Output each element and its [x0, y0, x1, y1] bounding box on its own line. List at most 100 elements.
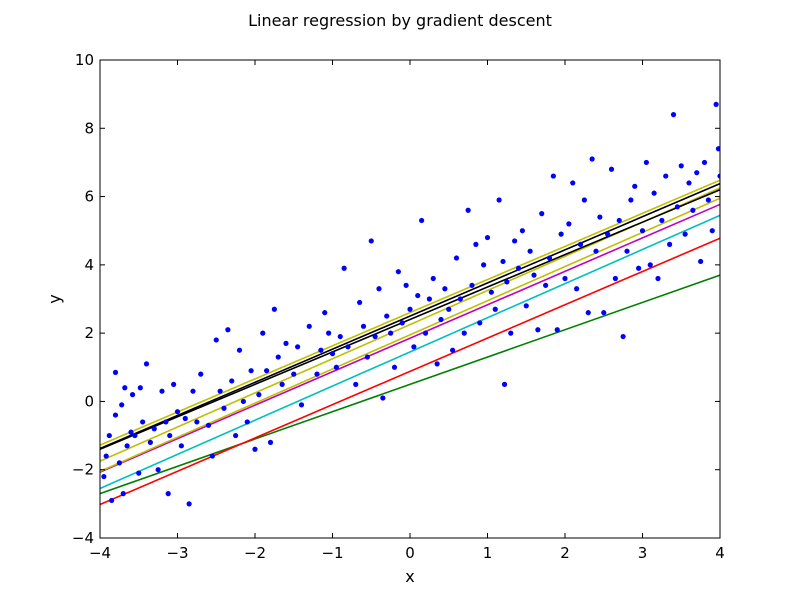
- data-point: [112, 369, 119, 376]
- data-point: [450, 347, 456, 353]
- data-point: [616, 217, 622, 224]
- data-point: [403, 282, 409, 288]
- data-point: [136, 470, 142, 476]
- data-point: [322, 310, 328, 316]
- data-point: [605, 231, 611, 237]
- data-point: [260, 330, 266, 336]
- x-tick-label: 3: [638, 544, 648, 562]
- data-point: [120, 491, 126, 497]
- data-point: [620, 333, 626, 340]
- data-point: [244, 419, 250, 425]
- data-point: [209, 453, 215, 459]
- data-point: [376, 286, 382, 292]
- data-point: [430, 275, 436, 282]
- regression-line-4: [100, 203, 720, 473]
- data-point: [132, 432, 138, 439]
- data-point: [715, 146, 720, 152]
- data-point: [182, 415, 188, 422]
- data-point: [143, 361, 150, 367]
- data-point: [442, 286, 448, 292]
- data-point: [566, 221, 572, 227]
- data-point: [236, 347, 243, 353]
- data-point: [357, 299, 363, 306]
- data-point: [171, 381, 177, 387]
- data-point: [488, 289, 494, 295]
- y-tick-label: 10: [75, 51, 94, 69]
- data-point: [101, 473, 107, 480]
- chart-title: Linear regression by gradient descent: [248, 11, 552, 30]
- data-point: [624, 248, 630, 254]
- data-point: [546, 255, 553, 261]
- data-point: [314, 371, 320, 377]
- data-point: [384, 313, 390, 319]
- data-point: [368, 238, 374, 244]
- regression-lines: [100, 179, 720, 506]
- data-point: [151, 426, 157, 432]
- data-point: [283, 340, 289, 346]
- data-point: [106, 432, 112, 439]
- data-point: [628, 197, 634, 203]
- data-point: [112, 412, 119, 418]
- data-point: [119, 402, 125, 408]
- data-point: [593, 248, 599, 254]
- data-point: [298, 402, 305, 408]
- data-point: [585, 310, 591, 316]
- regression-line-1: [100, 274, 720, 495]
- x-axis-ticks: −4 −3 −2 −1 0 1 2 3 4: [89, 60, 725, 562]
- data-point: [698, 258, 704, 265]
- data-point: [329, 351, 336, 357]
- data-point: [186, 501, 192, 507]
- data-point: [407, 306, 413, 312]
- y-axis-ticks: −4 −2 0 2 4 6 8 10: [72, 51, 720, 547]
- data-point: [601, 310, 607, 316]
- data-point: [267, 439, 274, 445]
- data-point: [473, 241, 479, 247]
- x-tick-label: −1: [321, 544, 343, 562]
- data-point: [165, 491, 171, 497]
- x-tick-label: 0: [405, 544, 415, 562]
- data-point: [558, 231, 564, 237]
- data-point: [341, 265, 347, 271]
- data-point: [178, 443, 184, 449]
- data-point: [438, 316, 444, 323]
- data-point: [364, 354, 370, 360]
- data-point: [155, 467, 161, 473]
- data-point: [465, 207, 471, 213]
- data-point: [461, 330, 467, 336]
- data-point: [531, 272, 537, 278]
- y-tick-label: −4: [72, 529, 94, 547]
- y-tick-label: 8: [84, 119, 94, 137]
- regression-line-7: [100, 189, 720, 450]
- data-point: [608, 166, 615, 172]
- data-point: [109, 497, 115, 504]
- x-tick-label: −4: [89, 544, 111, 562]
- x-tick-label: −3: [166, 544, 188, 562]
- data-point: [295, 344, 301, 350]
- data-point: [612, 275, 618, 282]
- data-point: [140, 419, 146, 425]
- data-point: [589, 156, 595, 162]
- data-point: [240, 398, 246, 405]
- data-point: [264, 368, 270, 374]
- y-tick-label: −2: [72, 461, 94, 479]
- data-point: [562, 275, 568, 282]
- data-point: [271, 306, 277, 312]
- data-point: [213, 337, 219, 343]
- data-point: [686, 180, 692, 186]
- regression-line-3: [100, 214, 720, 490]
- data-point: [137, 385, 143, 391]
- data-point: [655, 275, 661, 282]
- data-point: [651, 190, 657, 196]
- data-point: [129, 392, 136, 398]
- data-point: [694, 170, 700, 176]
- data-point: [252, 446, 258, 452]
- y-tick-label: 2: [84, 324, 94, 342]
- data-point: [519, 228, 525, 234]
- regression-line-5: [100, 197, 720, 473]
- data-point: [225, 327, 231, 333]
- data-point: [647, 262, 653, 268]
- data-point: [194, 419, 200, 425]
- data-point: [484, 234, 491, 241]
- data-point: [477, 320, 483, 326]
- data-point: [659, 217, 665, 224]
